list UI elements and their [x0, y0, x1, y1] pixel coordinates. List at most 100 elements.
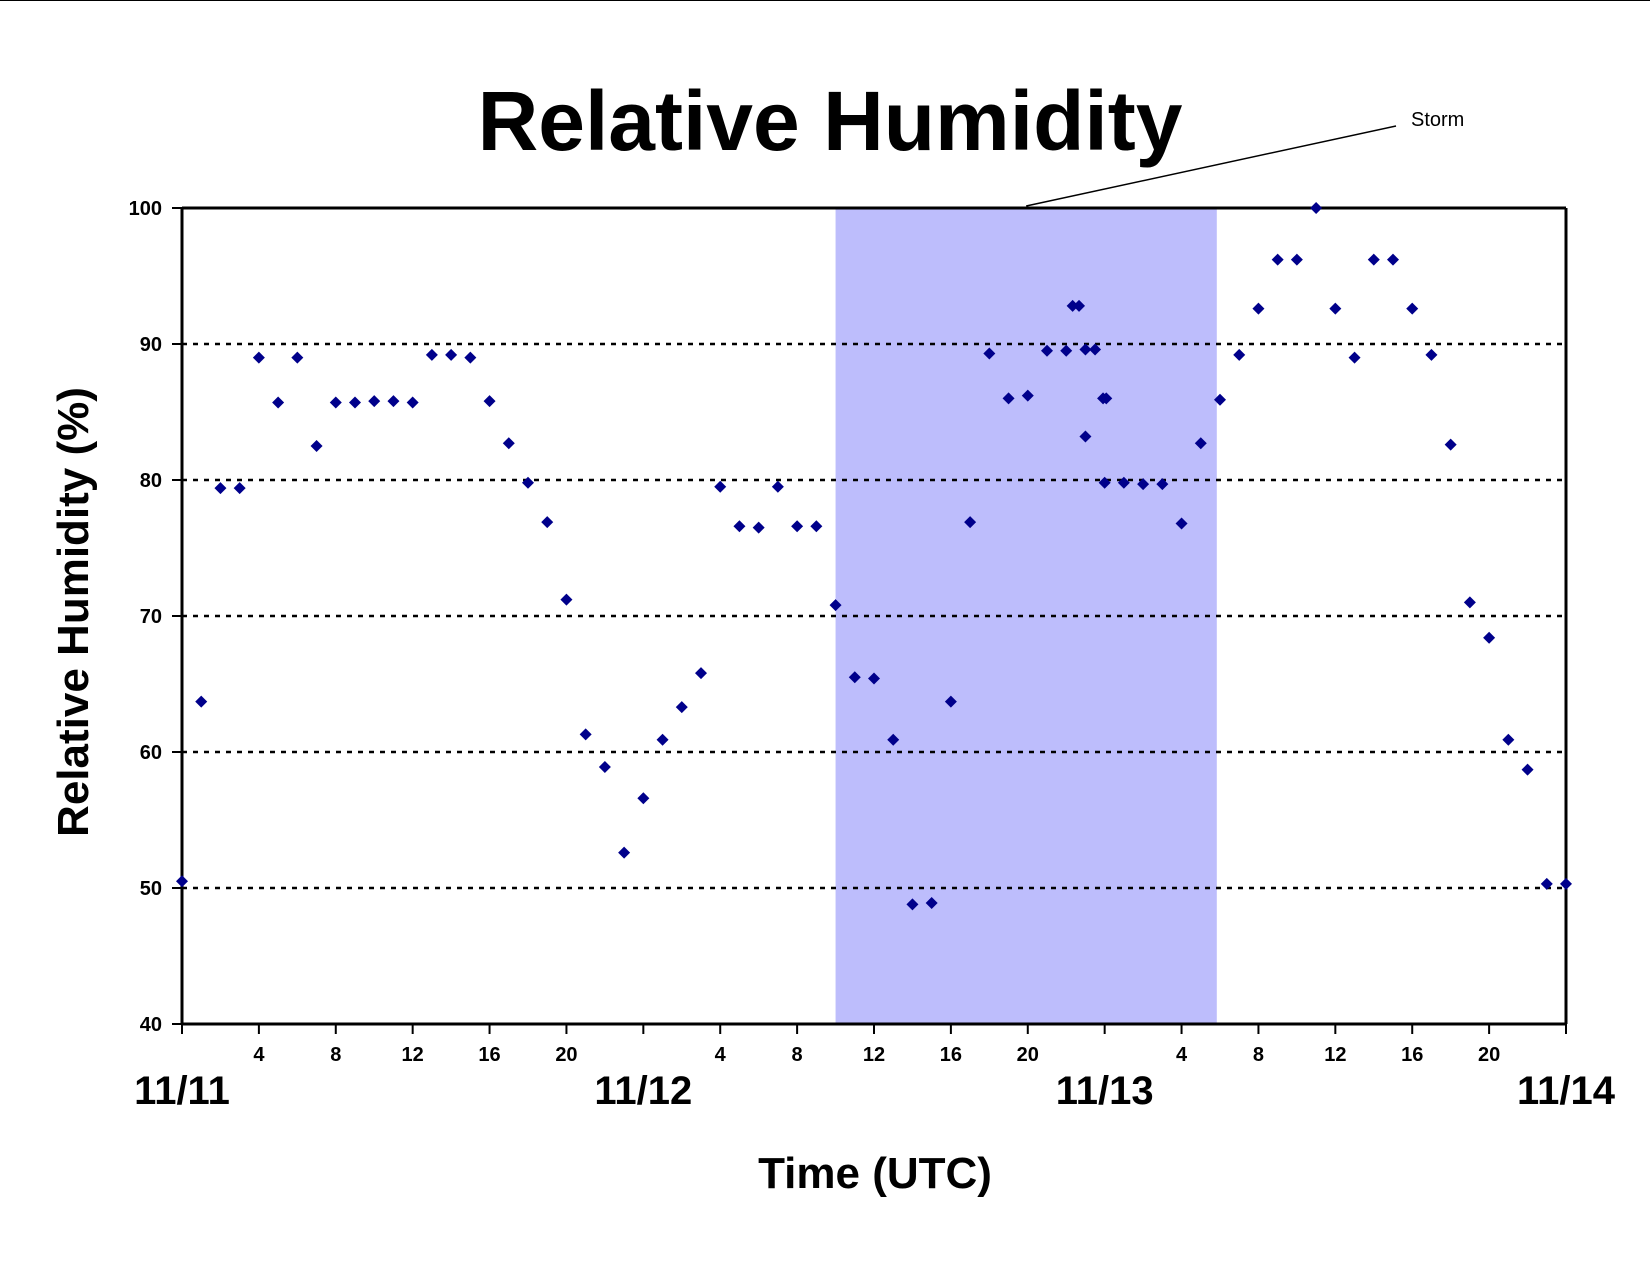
- data-point: [579, 728, 592, 741]
- axes: 40 50 60 70 80 90 100 4 4 4 8 8 8 12 12 12 16 16 16 20 20 20 1…: [129, 198, 1616, 1113]
- data-point: [195, 695, 208, 708]
- data-point: [925, 896, 938, 909]
- data-point: [483, 395, 496, 408]
- data-point: [1156, 478, 1169, 491]
- data-point: [1066, 299, 1079, 312]
- data-point: [560, 593, 573, 606]
- x-hour-label: 12: [402, 1044, 424, 1066]
- data-point: [1329, 302, 1342, 315]
- data-point: [329, 396, 342, 409]
- data-point: [733, 520, 746, 533]
- data-point: [541, 516, 554, 529]
- data-point: [310, 440, 323, 452]
- data-point: [1521, 763, 1534, 776]
- x-hour-label: 20: [1017, 1044, 1039, 1066]
- data-point: [983, 347, 996, 360]
- data-points: [176, 202, 1572, 911]
- x-hour-label: 16: [478, 1044, 500, 1066]
- data-point: [887, 733, 900, 746]
- data-point: [848, 671, 861, 684]
- data-point: [1502, 733, 1515, 746]
- data-point: [1117, 476, 1130, 489]
- data-point: [1310, 202, 1323, 214]
- data-point: [695, 667, 707, 680]
- data-point: [1233, 348, 1246, 361]
- data-point: [1137, 478, 1150, 491]
- x-date-label: 11/12: [594, 1069, 692, 1113]
- data-point: [445, 348, 458, 361]
- data-point: [1367, 253, 1380, 266]
- data-point: [618, 846, 631, 859]
- data-point: [771, 480, 784, 493]
- data-point: [868, 672, 880, 685]
- data-point: [1100, 392, 1113, 405]
- data-point: [752, 521, 765, 534]
- data-point: [214, 482, 227, 495]
- x-hour-label: 20: [1478, 1044, 1500, 1066]
- data-point: [1079, 343, 1092, 356]
- data-point: [176, 875, 188, 888]
- data-point: [964, 516, 977, 529]
- data-point: [714, 480, 727, 493]
- data-point: [1387, 253, 1399, 266]
- data-point: [1463, 596, 1476, 609]
- data-point: [1175, 517, 1188, 530]
- x-hour-label: 4: [715, 1044, 727, 1066]
- data-point: [233, 482, 246, 495]
- data-point: [349, 396, 361, 409]
- data-point: [387, 395, 400, 408]
- x-date-label: 11/11: [134, 1069, 230, 1113]
- y-tick-label: 80: [140, 470, 162, 492]
- data-point: [1290, 253, 1303, 266]
- y-axis-title: Relative Humidity (%): [49, 387, 98, 837]
- data-point: [1021, 389, 1034, 402]
- data-point: [791, 520, 804, 533]
- y-tick-label: 40: [140, 1014, 162, 1036]
- x-hour-label: 12: [863, 1044, 885, 1066]
- data-point: [944, 695, 957, 708]
- data-point: [1073, 299, 1086, 312]
- x-date-label: 11/14: [1517, 1069, 1616, 1113]
- data-point: [829, 599, 842, 612]
- data-point: [406, 396, 419, 409]
- data-point: [272, 396, 285, 409]
- data-point: [368, 395, 381, 408]
- y-tick-label: 50: [140, 878, 162, 900]
- data-point: [1444, 438, 1457, 451]
- data-point: [598, 760, 611, 773]
- data-point: [1214, 393, 1226, 406]
- data-point: [656, 733, 669, 746]
- x-hour-label: 12: [1324, 1044, 1346, 1066]
- x-date-label: 11/13: [1056, 1069, 1154, 1113]
- data-point: [675, 701, 688, 714]
- x-hour-label: 4: [253, 1044, 265, 1066]
- x-hour-label: 16: [1401, 1044, 1423, 1066]
- data-point: [1089, 343, 1102, 356]
- data-point: [1425, 348, 1438, 361]
- data-point: [1002, 392, 1015, 405]
- top-border-line: [0, 0, 1650, 1]
- x-hour-label: 8: [792, 1044, 803, 1066]
- storm-callout-line: [1026, 125, 1397, 207]
- data-point: [637, 792, 650, 805]
- data-point: [252, 351, 265, 364]
- x-hour-label: 4: [1176, 1044, 1188, 1066]
- data-point: [291, 351, 304, 364]
- data-point: [502, 437, 515, 450]
- y-tick-label: 60: [140, 742, 162, 764]
- storm-shaded-region: [835, 208, 1217, 1024]
- data-point: [522, 476, 534, 489]
- data-point: [1540, 877, 1553, 890]
- x-hour-label: 8: [330, 1044, 341, 1066]
- data-point: [1483, 631, 1496, 644]
- data-point: [425, 348, 438, 361]
- x-hour-label: 8: [1253, 1044, 1264, 1066]
- data-point: [810, 520, 823, 533]
- data-point: [1060, 344, 1073, 357]
- data-point: [906, 898, 919, 911]
- y-tick-label: 100: [129, 198, 162, 220]
- data-point: [464, 351, 477, 364]
- storm-band: [835, 208, 1217, 1024]
- x-hour-label: 16: [940, 1044, 962, 1066]
